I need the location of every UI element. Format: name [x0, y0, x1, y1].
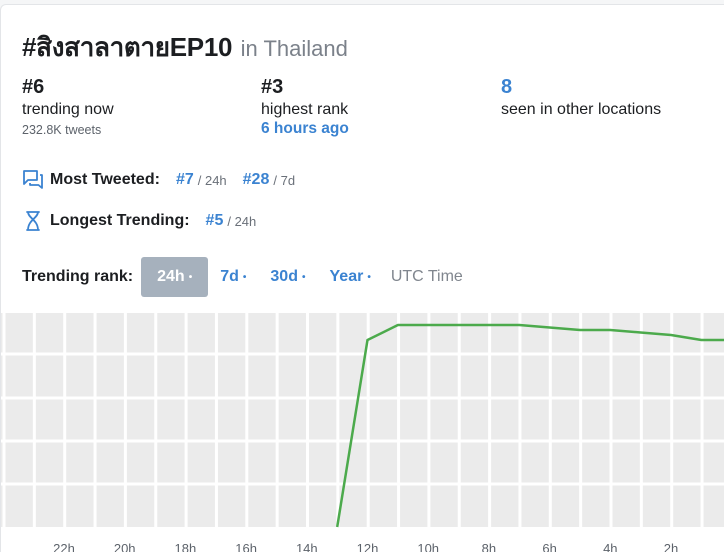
rank-series-line — [335, 323, 724, 528]
x-tick-label: 14h — [296, 541, 318, 552]
range-7d-dot: • — [242, 271, 247, 283]
x-tick-label: 2h — [664, 541, 678, 552]
current-rank-label: trending now — [22, 101, 114, 118]
chart-x-axis: 22h 20h 18h 16h 14h 12h 10h 8h 6h 4h 2h — [53, 541, 678, 552]
chart-plot-area — [1, 313, 724, 527]
highest-rank-label: highest rank — [261, 101, 349, 118]
x-tick-label: 12h — [357, 541, 379, 552]
current-rank: #6 — [22, 76, 45, 98]
longest-trending-24h-link[interactable]: #5 — [205, 212, 224, 229]
range-24h-dot: • — [188, 271, 193, 283]
range-24h-button[interactable]: 24h • — [141, 257, 209, 297]
x-tick-label: 20h — [114, 541, 136, 552]
x-tick-label: 4h — [603, 541, 617, 552]
longest-trending-label: Longest Trending: — [50, 212, 190, 229]
range-year-dot: • — [367, 271, 371, 283]
title-row: #สิงสาลาตายEP10 in Thailand — [22, 27, 348, 68]
trending-rank-chart: 22h 20h 18h 16h 14h 12h 10h 8h 6h 4h 2h — [1, 313, 724, 552]
most-tweeted-label: Most Tweeted: — [50, 171, 160, 188]
utc-time-toggle[interactable]: UTC Time — [390, 268, 463, 285]
range-30d-label: 30d — [270, 268, 298, 285]
range-30d-button[interactable]: 30d • — [258, 257, 317, 297]
range-7d-label: 7d — [220, 268, 239, 285]
x-tick-label: 6h — [542, 541, 556, 552]
range-30d-dot: • — [301, 271, 306, 283]
trending-rank-controls: Trending rank: 24h • 7d • 30d • Year • UTC T… — [22, 257, 463, 297]
longest-trending-row: Longest Trending: #5 / 24h — [22, 210, 272, 232]
chat-bubbles-icon — [22, 169, 44, 191]
location-label: in Thailand — [240, 36, 348, 61]
tweet-count: 232.8K tweets — [22, 123, 102, 137]
stat-trending-now: #6 trending now 232.8K tweets — [22, 75, 114, 137]
trending-rank-label: Trending rank: — [22, 268, 134, 285]
trend-card: #สิงสาลาตายEP10 in Thailand #6 trending … — [0, 4, 724, 552]
range-7d-button[interactable]: 7d • — [208, 257, 258, 297]
stat-other-locations: 8 seen in other locations — [501, 75, 661, 119]
x-tick-label: 18h — [175, 541, 197, 552]
other-locations-count-link[interactable]: 8 — [501, 76, 513, 98]
most-tweeted-24h-link[interactable]: #7 — [175, 171, 194, 188]
range-year-button[interactable]: Year • — [318, 257, 383, 297]
x-tick-label: 8h — [482, 541, 496, 552]
other-locations-label: seen in other locations — [501, 101, 662, 118]
x-tick-label: 10h — [417, 541, 439, 552]
x-tick-label: 16h — [235, 541, 257, 552]
range-24h-label: 24h — [157, 268, 185, 285]
most-tweeted-7d-period: / 7d — [273, 172, 296, 188]
x-tick-label: 22h — [53, 541, 75, 552]
highest-rank: #3 — [261, 76, 284, 98]
most-tweeted-7d-link[interactable]: #28 — [242, 171, 270, 188]
chart-grid — [1, 313, 724, 527]
most-tweeted-row: Most Tweeted: #7 / 24h #28 / 7d — [22, 169, 311, 191]
most-tweeted-24h-period: / 24h — [197, 172, 227, 188]
longest-trending-24h-period: / 24h — [227, 213, 257, 229]
stat-highest-rank: #3 highest rank 6 hours ago — [261, 75, 349, 138]
hourglass-icon — [22, 210, 44, 232]
highest-rank-time-link[interactable]: 6 hours ago — [261, 120, 349, 137]
hashtag-title: #สิงสาลาตายEP10 — [22, 32, 233, 62]
range-year-label: Year — [329, 268, 364, 285]
